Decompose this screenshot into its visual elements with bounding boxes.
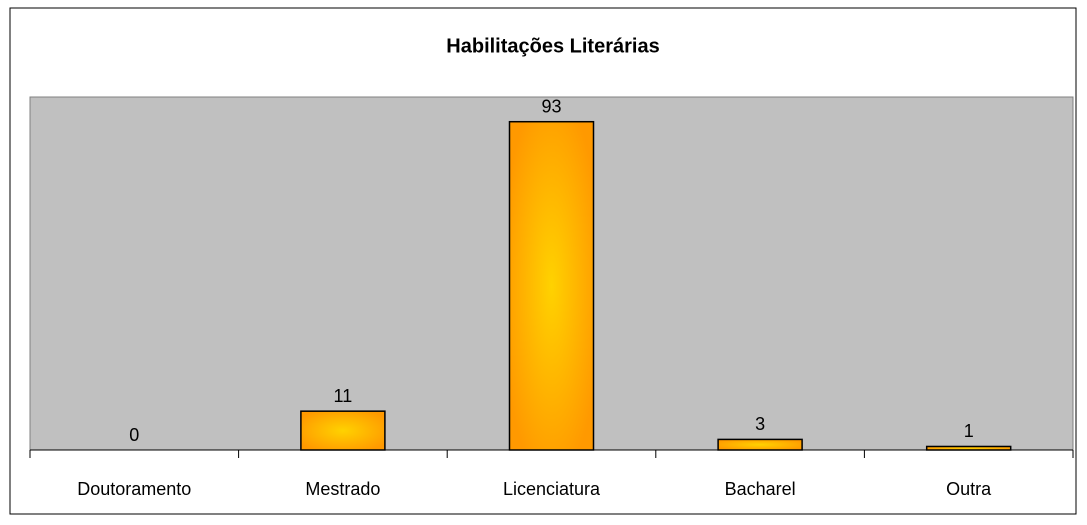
x-tick-label: Doutoramento [77, 479, 191, 499]
x-tick-label: Outra [946, 479, 992, 499]
bar [300, 410, 386, 451]
x-tick-label: Licenciatura [503, 479, 601, 499]
x-tick-label: Bacharel [725, 479, 796, 499]
value-label: 1 [964, 421, 974, 441]
value-label: 3 [755, 414, 765, 434]
value-label: 0 [129, 425, 139, 445]
x-tick-label: Mestrado [305, 479, 380, 499]
value-label: 93 [541, 96, 561, 116]
chart-title: Habilitações Literárias [446, 35, 659, 57]
bar [717, 438, 803, 451]
bar [925, 445, 1012, 451]
value-label: 11 [334, 386, 353, 406]
bar [508, 120, 595, 451]
